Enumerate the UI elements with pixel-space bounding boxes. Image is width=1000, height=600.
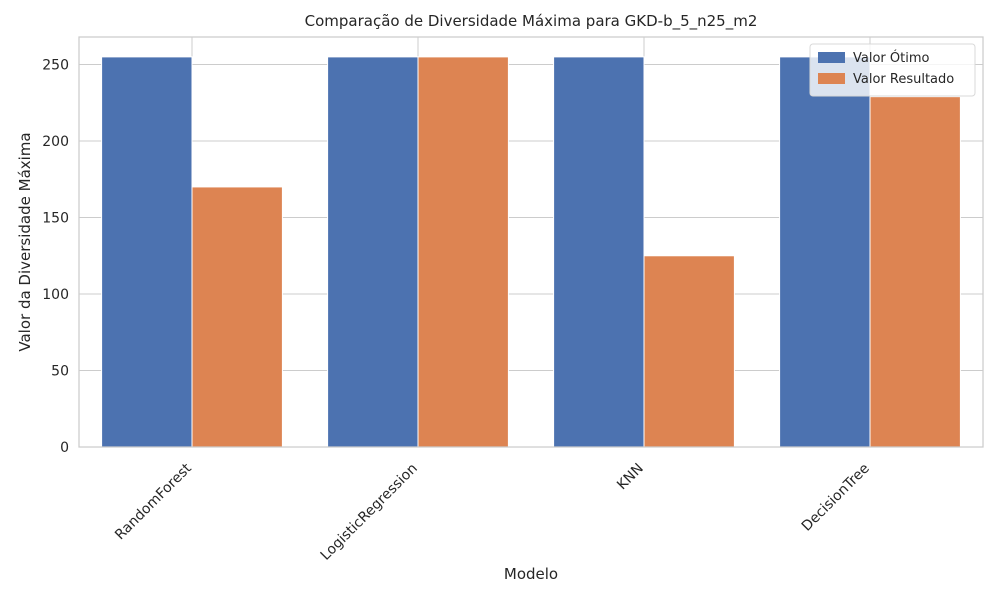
x-ticks: RandomForest LogisticRegression KNN Decisio… <box>112 460 873 563</box>
x-tick-label: RandomForest <box>112 460 195 543</box>
y-tick-label: 150 <box>42 211 69 227</box>
y-tick-label: 0 <box>60 440 69 456</box>
legend-label: Valor Resultado <box>853 72 954 87</box>
x-tick-label: DecisionTree <box>799 461 873 535</box>
y-tick-label: 50 <box>51 364 69 380</box>
x-tick-label: KNN <box>614 461 647 494</box>
bar-valor-resultado <box>417 56 509 448</box>
bar-valor-resultado <box>643 255 735 448</box>
y-axis-label: Valor da Diversidade Máxima <box>16 132 34 351</box>
plot-frame <box>78 36 984 448</box>
legend-swatch <box>818 73 845 84</box>
legend-swatch <box>818 52 845 63</box>
bars <box>101 56 961 448</box>
y-tick-label: 200 <box>42 134 69 150</box>
legend-box <box>809 43 976 97</box>
y-tick-label: 250 <box>42 58 69 74</box>
legend-label: Valor Ótimo <box>853 50 929 66</box>
legend: Valor Ótimo Valor Resultado <box>809 43 976 97</box>
x-axis-label: Modelo <box>504 565 558 583</box>
y-tick-label: 100 <box>42 287 69 303</box>
x-tick-label: LogisticRegression <box>318 461 421 564</box>
bar-valor-resultado <box>191 186 283 448</box>
bar-valor-otimo <box>327 56 419 448</box>
bar-valor-otimo <box>101 56 193 448</box>
chart-title: Comparação de Diversidade Máxima para GK… <box>305 12 758 31</box>
bar-valor-otimo <box>553 56 645 448</box>
bar-valor-resultado <box>869 96 961 448</box>
y-ticks: 0 50 100 150 200 250 <box>42 58 69 456</box>
bar-valor-otimo <box>779 56 871 448</box>
